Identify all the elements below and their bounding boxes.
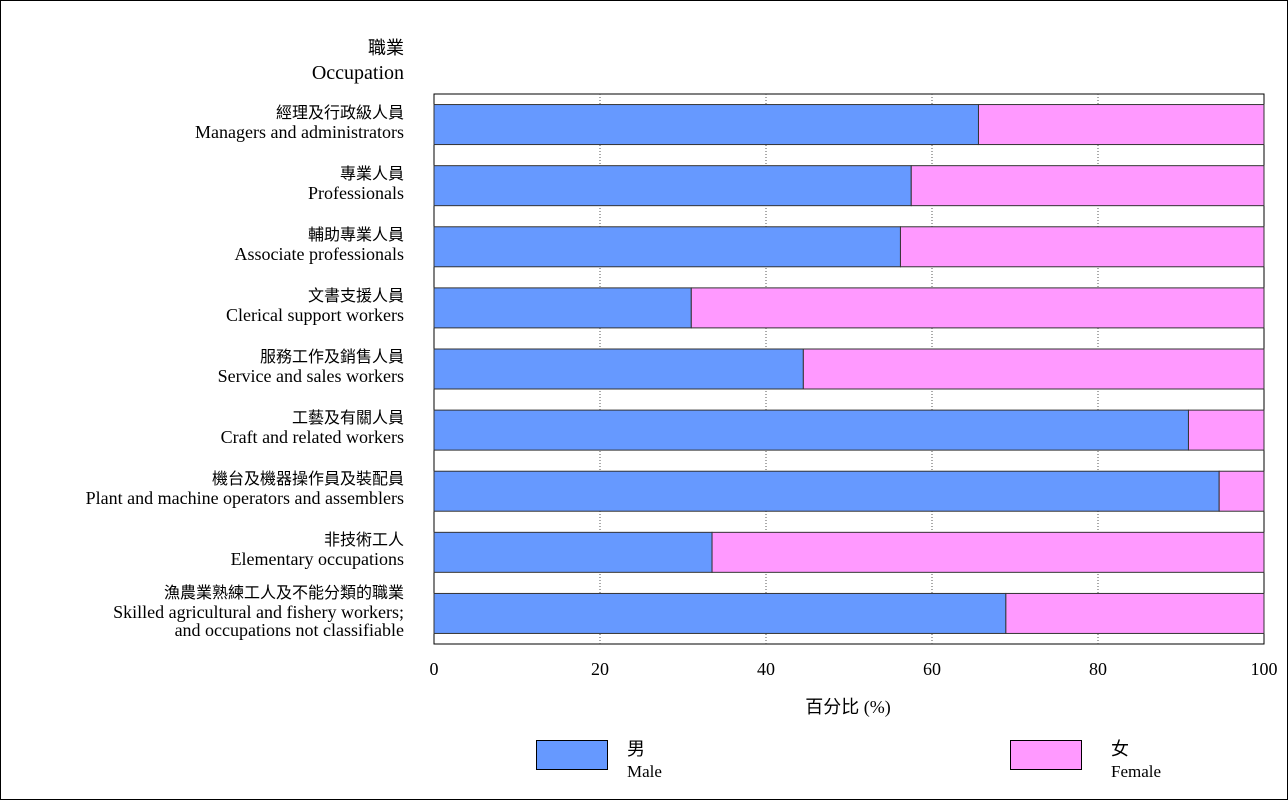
- bar-female-5: [1187, 409, 1265, 451]
- bar-female-8: [1005, 592, 1265, 634]
- category-label-en: Service and sales workers: [217, 366, 404, 386]
- category-label-en: Plant and machine operators and assemble…: [85, 488, 404, 509]
- y-axis-title-zh: 職業: [368, 38, 404, 58]
- category-label-zh: 工藝及有關人員: [291, 410, 404, 428]
- category-label-zh: 服務工作及銷售人員: [259, 349, 404, 366]
- bar-male-8: [433, 592, 1007, 634]
- bar-male-1: [433, 165, 912, 207]
- bar-female-3: [690, 287, 1265, 329]
- x-tick-label: 20: [591, 659, 609, 679]
- category-label-zh: 漁農業熟練工人及不能分類的職業: [163, 585, 404, 603]
- category-label-zh: 經理及行政級人員: [275, 104, 404, 122]
- x-tick-label: 100: [1250, 659, 1278, 679]
- category-label-en: Managers and administrators: [195, 121, 404, 142]
- bar-male-5: [433, 409, 1189, 451]
- category-label-zh: 輔助專業人員: [307, 226, 404, 244]
- bar-male-3: [433, 287, 692, 329]
- category-label-zh: 文書支援人員: [307, 287, 404, 305]
- bar-female-4: [802, 348, 1265, 390]
- legend-male-zh: 男: [627, 739, 645, 759]
- x-tick-label: 60: [923, 659, 941, 679]
- category-label-zh: 專業人員: [339, 165, 404, 183]
- bar-female-7: [711, 531, 1265, 573]
- bar-male-4: [433, 348, 804, 390]
- category-label-en-line2: and occupations not classifiable: [174, 620, 404, 641]
- x-tick-label: 80: [1089, 659, 1107, 679]
- category-label-zh: 機台及機器操作員及裝配員: [211, 471, 404, 489]
- category-label-zh: 非技術工人: [323, 532, 404, 550]
- y-axis-title-en: Occupation: [311, 62, 404, 84]
- category-label-en: Clerical support workers: [226, 304, 404, 325]
- bar-female-6: [1218, 470, 1265, 512]
- legend-male-en: Male: [627, 762, 662, 781]
- x-tick-label: 40: [757, 659, 775, 679]
- bar-female-1: [910, 165, 1265, 207]
- bar-female-2: [899, 226, 1265, 268]
- category-label-en: Professionals: [308, 182, 404, 203]
- category-label-en: Associate professionals: [234, 243, 404, 264]
- category-label-en: Elementary occupations: [230, 549, 404, 570]
- bar-male-6: [433, 470, 1220, 512]
- legend-male-swatch: [536, 740, 608, 770]
- bar-male-2: [433, 226, 901, 268]
- category-label-en: Skilled agricultural and fishery workers…: [113, 602, 404, 623]
- bar-male-7: [433, 531, 713, 573]
- legend-female-en: Female: [1111, 762, 1162, 781]
- category-label-en: Craft and related workers: [220, 427, 404, 448]
- bar-male-0: [433, 104, 979, 146]
- legend-female-swatch: [1010, 740, 1082, 770]
- x-axis-label: 百分比 (%): [805, 697, 891, 717]
- legend-female-zh: 女: [1111, 739, 1129, 759]
- bar-female-0: [977, 104, 1265, 146]
- x-tick-label: 0: [429, 659, 439, 679]
